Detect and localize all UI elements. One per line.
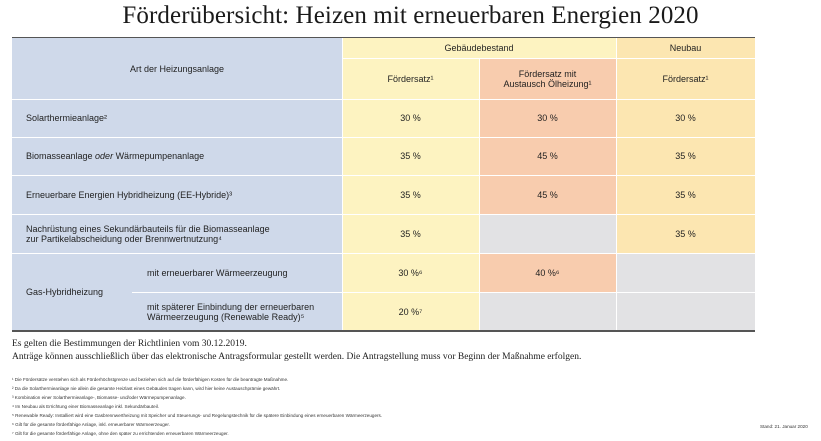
row-ee-hybrid-label: Erneuerbare Energien Hybridheizung (EE-H… [12,175,342,214]
stand-date: Stand: 21. Januar 2020 [760,424,808,429]
row-gas-sub2-bestand: 20 %⁷ [342,292,479,331]
row-gas-label: Gas-Hybridheizung [12,253,132,331]
row-biomasse-neubau: 35 % [616,137,755,175]
footnote-4: ⁴ Im Neubau als Errichtung einer Biomass… [12,404,160,409]
footnote-2: ² Da die Solarthermieanlage nie allein d… [12,386,281,391]
row-ee-hybrid-bestand: 35 % [342,175,479,214]
row-biomasse-label-c: Wärmepumpenanlage [113,151,205,161]
row-gas-sub1-bestand: 30 %⁶ [342,253,479,292]
row-gas-sub1-label: mit erneuerbarer Wärmeerzeugung [132,253,342,292]
grid-line [12,137,755,138]
row-biomasse-oel: 45 % [479,137,616,175]
row-nachruestung-label: Nachrüstung eines Sekundärbauteils für d… [12,214,342,253]
table-bottom-rule [12,330,755,332]
header-gebaeudebestand: Gebäudebestand [342,38,616,58]
grid-line [12,175,755,176]
row-solar-label: Solarthermieanlage² [12,99,342,137]
row-gas-sub2-label: mit späterer Einbindung der erneuerbaren… [132,292,342,331]
header-foerdersatz-oel: Fördersatz mit Austausch Ölheizung¹ [479,58,616,99]
row-nachruestung-oel-empty [479,214,616,253]
row-biomasse-label-a: Biomasseanlage [26,151,96,161]
row-nachruestung-label-line1: Nachrüstung eines Sekundärbauteils für d… [26,223,270,234]
page-title: Förderübersicht: Heizen mit erneuerbaren… [122,2,699,29]
note-antrag: Anträge können ausschließlich über das e… [12,352,582,362]
row-ee-hybrid-oel: 45 % [479,175,616,214]
grid-line [479,58,480,331]
row-gas-sub2-empty [479,292,755,331]
row-nachruestung-bestand: 35 % [342,214,479,253]
row-ee-hybrid-neubau: 35 % [616,175,755,214]
grid-line [616,38,617,331]
footnote-6: ⁶ Gilt für die gesamte förderfähige Anla… [12,422,170,427]
row-solar-bestand: 30 % [342,99,479,137]
foerder-table: Art der Heizungsanlage Gebäudebestand Ne… [12,38,755,331]
row-solar-oel: 30 % [479,99,616,137]
grid-line [12,99,755,100]
grid-line [342,58,755,59]
header-art: Art der Heizungsanlage [12,38,342,99]
table-top-rule [12,37,755,39]
grid-line [12,214,755,215]
header-foerdersatz-oel-line2: Austausch Ölheizung¹ [503,78,592,89]
header-foerdersatz-neubau: Fördersatz¹ [616,58,755,99]
row-gas-sub1-oel: 40 %⁶ [479,253,616,292]
row-gas-sub1-neubau-empty [616,253,755,292]
row-gas-sub2-label-line1: mit späterer Einbindung der erneuerbaren [147,301,315,312]
footnote-5: ⁵ Renewable Ready: Installiert wird eine… [12,413,383,418]
row-biomasse-bestand: 35 % [342,137,479,175]
row-nachruestung-neubau: 35 % [616,214,755,253]
grid-line [132,292,755,293]
row-biomasse-label: Biomasseanlage oder Wärmepumpenanlage [12,137,342,175]
row-biomasse-label-oder: oder [95,151,114,161]
row-solar-neubau: 30 % [616,99,755,137]
note-richtlinien: Es gelten die Bestimmungen der Richtlini… [12,339,247,349]
footnote-1: ¹ Die Fördersätze verstehen sich als För… [12,377,289,382]
grid-line [342,38,343,331]
footnote-7: ⁷ Gilt für die gesamte förderfähige Anla… [12,431,229,436]
row-gas-sub2-label-line2: Wärmeerzeugung (Renewable Ready)⁵ [147,311,305,322]
grid-line [12,253,755,254]
footnote-3: ³ Kombination einer Solarthermieanlage-,… [12,395,186,400]
header-neubau: Neubau [616,38,755,58]
header-foerdersatz-bestand: Fördersatz¹ [342,58,479,99]
row-nachruestung-label-line2: zur Partikelabscheidung oder Brennwertnu… [26,233,222,244]
header-foerdersatz-oel-line1: Fördersatz mit [518,68,577,79]
